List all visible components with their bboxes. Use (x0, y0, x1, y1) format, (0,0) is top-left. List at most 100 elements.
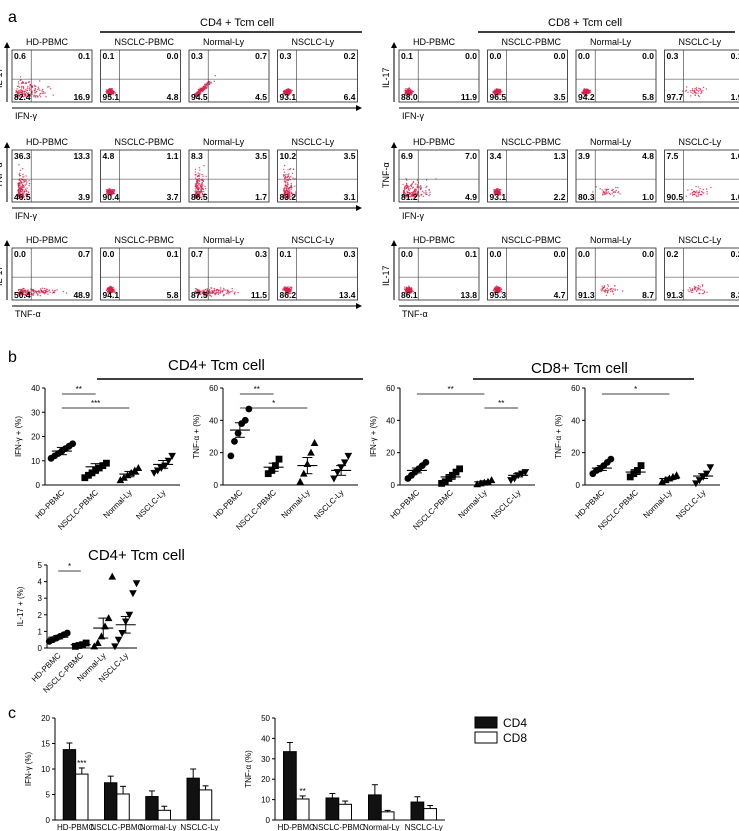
flow-event-dot (199, 197, 201, 199)
flow-event-dot (215, 289, 217, 291)
flow-event-dot (286, 95, 289, 97)
flow-event-dot (19, 172, 21, 174)
flow-event-dot (199, 184, 201, 186)
flow-event-dot (220, 287, 222, 289)
flow-event-dot (599, 188, 601, 190)
flow-event-dot (222, 290, 224, 292)
flow-event-dot (199, 92, 201, 95)
quadrant-value-lr: 3.5 (554, 92, 566, 102)
legend-swatch-cd4 (474, 716, 498, 729)
flow-event-dot (213, 292, 215, 294)
flow-event-dot (48, 86, 50, 88)
flow-event-dot (425, 190, 427, 192)
flow-event-dot (288, 92, 290, 94)
flow-event-dot (201, 181, 203, 184)
y-tick-label: 60 (209, 384, 218, 393)
flow-event-dot (701, 284, 704, 286)
flow-event-dot (205, 188, 207, 190)
quadrant-value-ur: 0.0 (554, 249, 566, 259)
quadrant-value-lr: 48.9 (73, 290, 90, 300)
flow-event-dot (697, 287, 700, 290)
flow-event-dot (18, 183, 20, 185)
flow-event-dot (113, 190, 116, 192)
flow-event-dot (689, 90, 692, 92)
data-point (296, 477, 304, 485)
flow-event-dot (38, 290, 40, 292)
flow-event-dot (34, 92, 36, 94)
bar-cd4 (325, 797, 340, 821)
quadrant-value-ul: 8.3 (191, 151, 203, 161)
quadrant-value-lr: 4.7 (554, 290, 566, 300)
flow-event-dot (617, 192, 619, 194)
flow-event-dot (18, 92, 20, 94)
flow-event-dot (286, 189, 288, 191)
flow-event-dot (21, 87, 23, 89)
sample-label: NSCLC-Ly (292, 137, 335, 147)
flow-event-dot (43, 92, 45, 94)
y-axis-label: IFN-γ (%) (24, 752, 33, 787)
flow-event-dot (201, 192, 204, 195)
bar-cd8 (380, 811, 395, 821)
flow-event-dot (605, 192, 607, 195)
flow-event-dot (695, 194, 697, 196)
flow-event-dot (614, 285, 616, 287)
flow-event-dot (48, 289, 51, 291)
flow-event-dot (409, 88, 412, 91)
data-point (231, 437, 238, 445)
cd4-scatter-title: CD4+ Tcm cell (168, 357, 265, 374)
sample-label: Normal-Ly (590, 137, 632, 147)
bar-cd8 (198, 789, 213, 821)
flow-event-dot (28, 180, 30, 182)
data-point (344, 452, 353, 460)
flow-event-dot (32, 294, 34, 297)
flow-event-dot (694, 94, 696, 97)
flow-event-dot (690, 95, 692, 97)
flow-event-dot (65, 292, 68, 294)
flow-event-dot (18, 164, 20, 166)
flow-event-dot (35, 85, 37, 87)
flow-event-dot (202, 90, 205, 92)
arrowhead-icon (356, 105, 362, 111)
flow-event-dot (53, 292, 56, 294)
flow-event-dot (210, 81, 212, 83)
sample-label: HD-PBMC (413, 137, 455, 147)
flow-event-dot (701, 293, 703, 295)
flow-event-dot (290, 176, 292, 178)
quadrant-value-ur: 0.1 (465, 249, 477, 259)
flow-event-dot (405, 187, 408, 189)
quadrant-value-ll: 96.5 (490, 92, 507, 102)
flow-event-dot (62, 290, 64, 293)
flow-event-dot (220, 289, 222, 291)
flow-event-dot (35, 290, 37, 292)
flow-event-dot (211, 292, 213, 294)
quadrant-value-ll: 88.0 (401, 92, 418, 102)
flow-event-dot (415, 188, 417, 190)
flow-event-dot (105, 89, 108, 91)
y-tick-label: 15 (41, 740, 50, 749)
flow-event-dot (25, 91, 28, 94)
flow-event-dot (19, 76, 22, 78)
flow-event-dot (407, 88, 409, 90)
flow-event-dot (20, 193, 22, 195)
bar-cd8 (338, 803, 352, 821)
quadrant-value-lr: 1.7 (255, 192, 267, 202)
flow-event-dot (291, 89, 293, 92)
flow-event-dot (405, 182, 408, 185)
flow-event-dot (607, 192, 609, 194)
quadrant-value-ul: 0.0 (490, 51, 502, 61)
flow-event-dot (31, 93, 33, 95)
sample-label: NSCLC-Ly (292, 235, 335, 245)
flow-event-dot (418, 186, 420, 188)
flow-y-label: IL-17 (0, 265, 4, 286)
flow-event-dot (25, 189, 28, 191)
flow-event-dot (692, 90, 694, 92)
flow-event-dot (703, 192, 705, 194)
flow-event-dot (412, 180, 415, 183)
flow-event-dot (25, 89, 27, 91)
flow-event-dot (203, 195, 206, 198)
significance-label: * (272, 399, 275, 408)
flow-event-dot (283, 164, 286, 167)
flow-event-dot (290, 189, 292, 191)
flow-event-dot (34, 88, 37, 90)
flow-event-dot (47, 293, 49, 295)
